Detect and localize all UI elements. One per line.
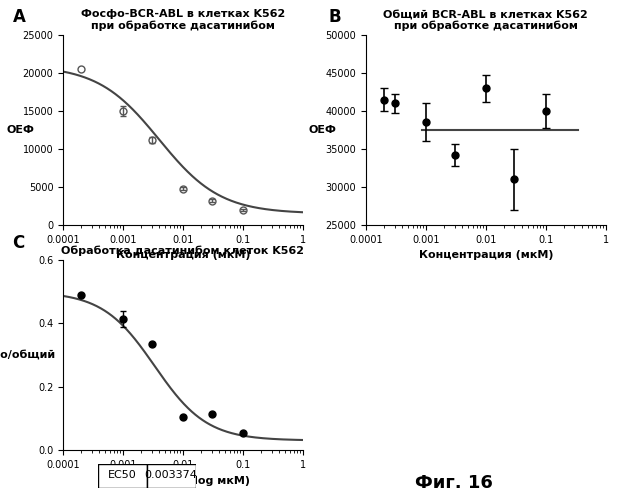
Text: 0.003374: 0.003374 — [144, 470, 198, 480]
Bar — [146, 464, 196, 487]
Title: Обработка дасатинибом клеток K562: Обработка дасатинибом клеток K562 — [61, 246, 305, 256]
Text: B: B — [328, 8, 341, 26]
Y-axis label: ОЕФ: ОЕФ — [6, 125, 34, 135]
Bar — [98, 464, 146, 487]
Text: EC50: EC50 — [108, 470, 137, 480]
Y-axis label: ОЕФ: ОЕФ — [309, 125, 337, 135]
X-axis label: Дасатиниб (log мкМ): Дасатиниб (log мкМ) — [116, 476, 250, 486]
Text: Фиг. 16: Фиг. 16 — [415, 474, 493, 492]
Title: Общий BCR-ABL в клетках K562
при обработке дасатинибом: Общий BCR-ABL в клетках K562 при обработ… — [384, 9, 588, 32]
Title: Фосфо-BCR-ABL в клетках K562
при обработке дасатинибом: Фосфо-BCR-ABL в клетках K562 при обработ… — [81, 9, 285, 32]
Y-axis label: Фосфо/общий: Фосфо/общий — [0, 350, 56, 360]
Text: C: C — [13, 234, 25, 252]
X-axis label: Концентрация (мкМ): Концентрация (мкМ) — [115, 250, 251, 260]
X-axis label: Концентрация (мкМ): Концентрация (мкМ) — [418, 250, 553, 260]
Text: A: A — [13, 8, 25, 26]
